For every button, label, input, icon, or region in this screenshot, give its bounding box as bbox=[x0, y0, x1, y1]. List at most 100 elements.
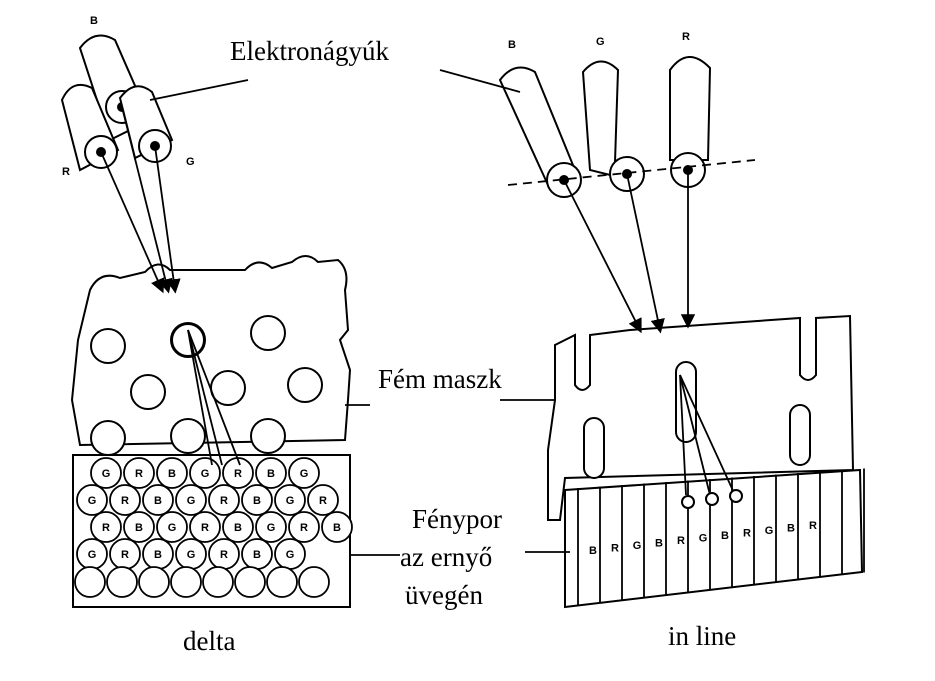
mask-hole bbox=[250, 418, 286, 454]
phosphor-dot: G bbox=[90, 457, 122, 489]
stripe-letter: R bbox=[677, 535, 685, 547]
phosphor-dot: G bbox=[274, 484, 306, 516]
stripe-letter: B bbox=[589, 545, 597, 557]
phosphor-dot-letter: R bbox=[102, 522, 110, 534]
phosphor-dot-letter: G bbox=[168, 522, 177, 534]
inline-phosphor-area bbox=[564, 468, 864, 609]
phosphor-dot-letter: G bbox=[286, 495, 295, 507]
phosphor-dot: G bbox=[255, 511, 287, 543]
phosphor-dot: R bbox=[189, 511, 221, 543]
phosphor-dot-blank bbox=[298, 566, 330, 598]
phosphor-dot-blank bbox=[138, 566, 170, 598]
stripe-letter: B bbox=[655, 538, 663, 550]
delta-diagram: G R B G R B G G R B G R B G R R B G R B G R B G R B G R B G bbox=[60, 15, 353, 608]
guns-label: Elektronágyúk bbox=[230, 36, 389, 66]
inline-caption: in line bbox=[668, 621, 736, 651]
inline-impact-rings bbox=[681, 489, 743, 509]
phosphor-dot-blank bbox=[266, 566, 298, 598]
stripe-letter: B bbox=[787, 523, 795, 535]
phosphor-dot-letter: G bbox=[187, 549, 196, 561]
phosphor-dot: R bbox=[222, 457, 254, 489]
phosphor-dot-letter: R bbox=[220, 549, 228, 561]
phosphor-dot-letter: G bbox=[267, 522, 276, 534]
phosphor-dot: B bbox=[142, 484, 174, 516]
phosphor-dot: B bbox=[222, 511, 254, 543]
phosphor-dot: R bbox=[90, 511, 122, 543]
phosphor-dot: B bbox=[241, 538, 273, 570]
phosphor-dot: G bbox=[76, 484, 108, 516]
phosphor-dot-letter: B bbox=[234, 522, 242, 534]
phosphor-dot: R bbox=[208, 538, 240, 570]
phosphor-dot: G bbox=[288, 457, 320, 489]
inline-gun-b bbox=[498, 66, 582, 198]
inline-gun-label-r: R bbox=[682, 31, 690, 43]
phosphor-dot-letter: R bbox=[121, 549, 129, 561]
phosphor-dot-letter: G bbox=[88, 495, 97, 507]
delta-mask-holes bbox=[90, 315, 323, 456]
phosphor-dot-letter: B bbox=[154, 495, 162, 507]
phosphor-dot-letter: G bbox=[300, 468, 309, 480]
phosphor-dot-letter: G bbox=[286, 549, 295, 561]
phosphor-dot-letter: G bbox=[102, 468, 111, 480]
phosphor-dot: G bbox=[189, 457, 221, 489]
phosphor-dot-letter: B bbox=[333, 522, 341, 534]
phosphor-dot-blank bbox=[234, 566, 266, 598]
phosphor-dot: B bbox=[255, 457, 287, 489]
phosphor-dot: R bbox=[307, 484, 339, 516]
phosphor-dot: B bbox=[123, 511, 155, 543]
phosphor-dot-letter: R bbox=[220, 495, 228, 507]
phosphor-dot-letter: G bbox=[187, 495, 196, 507]
phosphor-dot: G bbox=[156, 511, 188, 543]
phosphor-dot: B bbox=[156, 457, 188, 489]
stripe-letter: R bbox=[809, 520, 817, 532]
inline-beams bbox=[563, 170, 736, 496]
mask-hole bbox=[210, 370, 246, 406]
phosphor-dot: B bbox=[241, 484, 273, 516]
phosphor-dot: G bbox=[274, 538, 306, 570]
stripe-letter: B bbox=[721, 530, 729, 542]
inline-diagram: B R G B R G B R G B R bbox=[498, 31, 865, 609]
mask-hole bbox=[130, 374, 166, 410]
phosphor-dot-letter: B bbox=[154, 549, 162, 561]
phosphor-dot: G bbox=[175, 538, 207, 570]
phosphor-dot: B bbox=[142, 538, 174, 570]
leader-lines bbox=[149, 69, 570, 556]
phosphor-dot: B bbox=[321, 511, 353, 543]
delta-phosphor-dots: G R B G R B G G R B G R B G R R B G R B G R B G R B G R B G bbox=[74, 457, 353, 598]
phosphor-label-line3: üvegén bbox=[405, 580, 483, 610]
phosphor-dot: R bbox=[208, 484, 240, 516]
phosphor-dot: R bbox=[123, 457, 155, 489]
mask-hole bbox=[287, 367, 323, 403]
mask-hole bbox=[90, 328, 126, 364]
phosphor-dot-letter: B bbox=[135, 522, 143, 534]
stripe-letter: G bbox=[765, 525, 774, 537]
phosphor-dot-blank bbox=[202, 566, 234, 598]
phosphor-dot-blank bbox=[170, 566, 202, 598]
phosphor-dot-letter: G bbox=[88, 549, 97, 561]
phosphor-dot-blank bbox=[74, 566, 106, 598]
inline-gun-label-g: G bbox=[596, 36, 605, 48]
phosphor-dot-letter: B bbox=[267, 468, 275, 480]
phosphor-dot-letter: G bbox=[201, 468, 210, 480]
phosphor-dot-letter: R bbox=[201, 522, 209, 534]
phosphor-dot-letter: R bbox=[234, 468, 242, 480]
stripe-letter: R bbox=[611, 543, 619, 555]
phosphor-label-line1: Fénypor bbox=[412, 504, 502, 534]
stripe-letter: G bbox=[633, 540, 642, 552]
phosphor-dot-letter: R bbox=[300, 522, 308, 534]
mask-hole bbox=[250, 315, 286, 351]
delta-gun-label-b: B bbox=[90, 15, 98, 27]
mask-hole bbox=[170, 418, 206, 454]
phosphor-dot-letter: R bbox=[135, 468, 143, 480]
phosphor-dot-blank bbox=[106, 566, 138, 598]
phosphor-dot-letter: R bbox=[121, 495, 129, 507]
phosphor-dot-letter: B bbox=[253, 549, 261, 561]
phosphor-label-line2: az ernyő bbox=[400, 542, 492, 572]
delta-gun-label-r: R bbox=[62, 166, 70, 178]
delta-caption: delta bbox=[183, 626, 235, 656]
delta-electron-guns bbox=[60, 34, 174, 172]
phosphor-dot-letter: B bbox=[253, 495, 261, 507]
inline-gun-label-b: B bbox=[508, 39, 516, 51]
mask-hole bbox=[90, 420, 126, 456]
